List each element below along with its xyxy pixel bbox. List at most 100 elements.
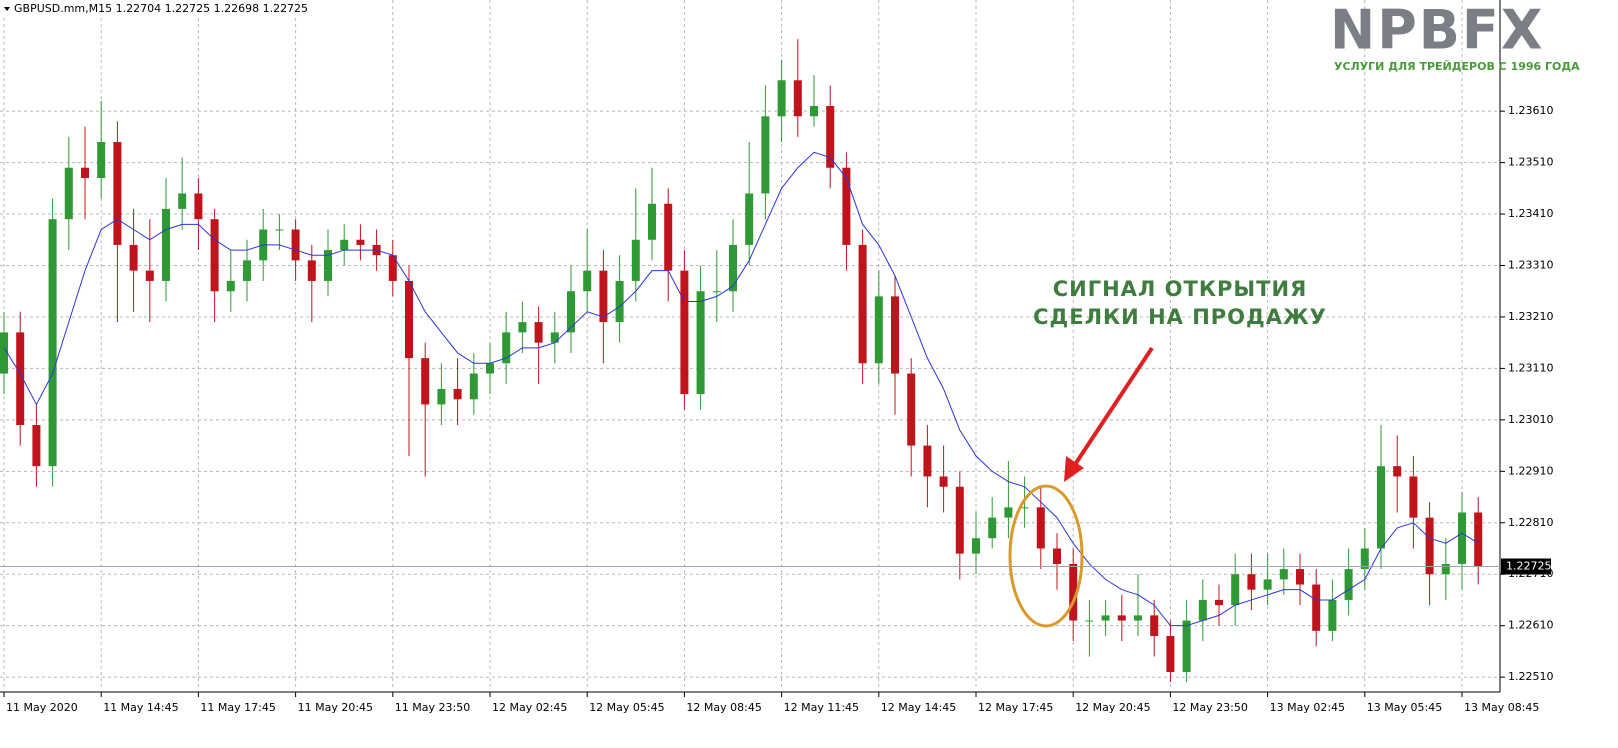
y-tick-label: 1.23110 bbox=[1508, 361, 1554, 374]
candle-body bbox=[696, 291, 705, 395]
candle-body bbox=[64, 167, 73, 220]
candle-body bbox=[712, 291, 721, 293]
price-label-bg bbox=[1501, 558, 1551, 575]
candle-body bbox=[307, 260, 316, 281]
x-tick-label: 11 May 20:45 bbox=[298, 701, 373, 714]
candle-body bbox=[1101, 615, 1110, 621]
candle-body bbox=[16, 332, 25, 426]
y-tick-label: 1.22810 bbox=[1508, 516, 1554, 529]
candle-body bbox=[178, 193, 187, 209]
candle-body bbox=[1053, 548, 1061, 564]
candle-body bbox=[1360, 548, 1369, 570]
candle-body bbox=[81, 167, 89, 179]
candle-body bbox=[356, 239, 365, 245]
candle-body bbox=[453, 388, 462, 400]
candle-body bbox=[1377, 466, 1385, 549]
candle-body bbox=[340, 239, 349, 251]
candle-body bbox=[534, 322, 543, 343]
candle-body bbox=[421, 358, 430, 405]
candle-body bbox=[469, 373, 478, 400]
logo: NPBFX bbox=[1330, 0, 1544, 62]
header-icon bbox=[4, 7, 10, 11]
header-bg bbox=[0, 0, 330, 18]
candle-body bbox=[1296, 569, 1304, 585]
candle-body bbox=[615, 280, 624, 323]
candle-body bbox=[275, 229, 284, 231]
candle-body bbox=[486, 363, 494, 374]
y-tick-label: 1.23510 bbox=[1508, 156, 1554, 169]
candle-body bbox=[745, 193, 754, 245]
candle-body bbox=[162, 208, 170, 281]
candle-body bbox=[210, 219, 219, 292]
candle-body bbox=[1182, 620, 1191, 672]
y-tick-label: 1.23310 bbox=[1508, 259, 1554, 272]
candle-body bbox=[405, 280, 413, 359]
candle-body bbox=[1166, 635, 1175, 672]
candle-body bbox=[1441, 563, 1450, 575]
candle-body bbox=[874, 296, 883, 364]
x-tick-label: 12 May 23:50 bbox=[1172, 701, 1247, 714]
x-tick-label: 12 May 20:45 bbox=[1075, 701, 1150, 714]
y-tick-label: 1.22610 bbox=[1508, 619, 1554, 632]
x-tick-label: 12 May 08:45 bbox=[686, 701, 761, 714]
candle-body bbox=[842, 167, 851, 245]
candle-body bbox=[1458, 512, 1466, 564]
candle-body bbox=[1036, 507, 1045, 549]
candle-body bbox=[793, 80, 802, 117]
candle-body bbox=[129, 244, 138, 271]
candle-body bbox=[437, 388, 446, 405]
candle-body bbox=[48, 219, 57, 467]
x-tick-label: 11 May 17:45 bbox=[200, 701, 275, 714]
candle-body bbox=[583, 270, 592, 292]
arrow-head bbox=[1064, 456, 1084, 482]
candle-body bbox=[1069, 563, 1078, 621]
x-tick-label: 12 May 02:45 bbox=[492, 701, 567, 714]
logo-subtitle: УСЛУГИ ДЛЯ ТРЕЙДЕРОВ С 1996 ГОДА bbox=[1334, 60, 1580, 73]
candle-body bbox=[550, 332, 559, 343]
candle-body bbox=[1004, 507, 1013, 518]
y-tick-label: 1.23410 bbox=[1508, 207, 1554, 220]
x-tick-label: 11 May 14:45 bbox=[103, 701, 178, 714]
y-tick-label: 1.22510 bbox=[1508, 670, 1554, 683]
candle-body bbox=[1215, 599, 1223, 606]
candle-body bbox=[810, 105, 818, 117]
candle-body bbox=[939, 476, 948, 487]
candle-body bbox=[955, 486, 964, 554]
price-label: 1.22725 bbox=[1506, 560, 1552, 573]
candle-body bbox=[907, 373, 916, 446]
y-tick-label: 1.23210 bbox=[1508, 310, 1554, 323]
header: GBPUSD.mm,M15 1.22704 1.22725 1.22698 1.… bbox=[14, 2, 308, 15]
x-tick-label: 11 May 23:50 bbox=[395, 701, 470, 714]
candle-body bbox=[502, 332, 511, 364]
candle-body bbox=[1409, 476, 1418, 518]
candle-body bbox=[891, 296, 899, 374]
candle-body bbox=[1425, 517, 1434, 575]
candle-body bbox=[858, 244, 867, 364]
candle-body bbox=[1134, 615, 1142, 621]
candle-body bbox=[1117, 615, 1126, 621]
candle-body bbox=[988, 517, 997, 539]
y-tick-label: 1.23010 bbox=[1508, 413, 1554, 426]
candle-body bbox=[194, 193, 203, 220]
candle-body bbox=[518, 322, 527, 333]
candle-body bbox=[1344, 569, 1353, 600]
x-tick-label: 11 May 2020 bbox=[6, 701, 78, 714]
plot bbox=[0, 39, 1483, 683]
candle-body bbox=[923, 445, 932, 477]
candle-body bbox=[0, 332, 8, 374]
highlight bbox=[1008, 484, 1084, 628]
x-tick-label: 13 May 02:45 bbox=[1270, 701, 1345, 714]
candle-body bbox=[113, 142, 122, 245]
x-tick-label: 12 May 05:45 bbox=[589, 701, 664, 714]
candle-body bbox=[599, 270, 608, 323]
candle-body bbox=[1279, 569, 1288, 580]
candle-body bbox=[145, 270, 154, 281]
candle-body bbox=[324, 250, 332, 281]
annotation: СИГНАЛ ОТКРЫТИЯ bbox=[1053, 277, 1308, 301]
x-tick-label: 12 May 14:45 bbox=[881, 701, 956, 714]
candle-body bbox=[97, 142, 106, 179]
annotation: СДЕЛКИ НА ПРОДАЖУ bbox=[1033, 305, 1327, 329]
candle-body bbox=[1247, 574, 1256, 590]
candle-body bbox=[680, 270, 689, 395]
